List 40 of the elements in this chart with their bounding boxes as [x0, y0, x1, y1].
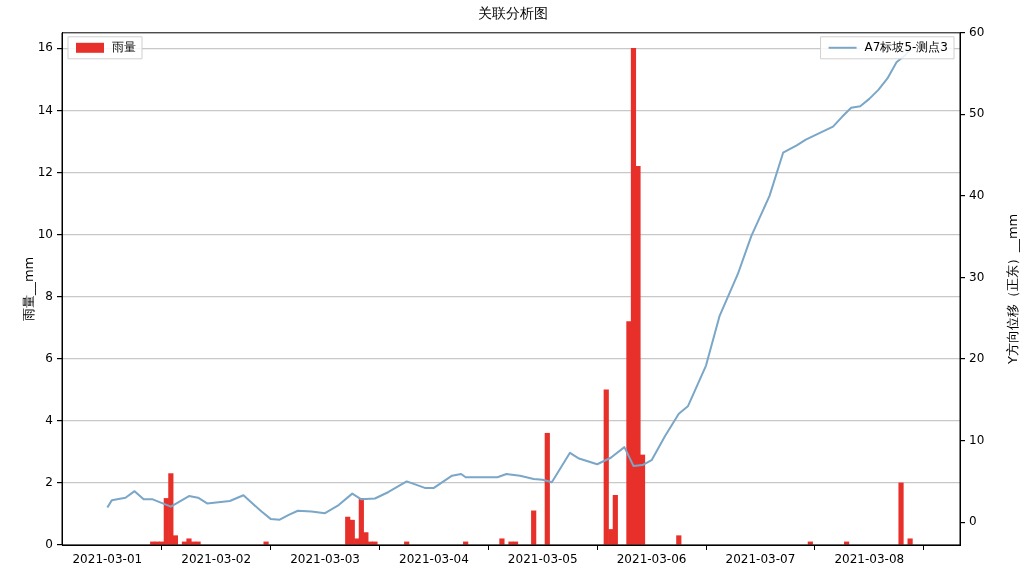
y2-tick-label: 40 — [969, 188, 985, 203]
y-axis-title: 雨量__mm — [21, 256, 37, 322]
x-tick-label: 2021-03-08 — [834, 552, 905, 567]
bar — [603, 389, 609, 545]
x-tick-label: 2021-03-07 — [725, 552, 796, 567]
y2-tick-label: 30 — [969, 269, 985, 284]
bar — [186, 538, 192, 545]
bar — [345, 516, 351, 545]
y2-tick-label: 0 — [969, 514, 977, 529]
bar — [907, 538, 913, 545]
y2-tick-label: 60 — [969, 24, 985, 39]
x-tick-label: 2021-03-01 — [72, 552, 143, 567]
x-tick-label: 2021-03-02 — [181, 552, 252, 567]
bar — [898, 482, 904, 545]
bar — [499, 538, 505, 545]
bar — [168, 473, 174, 545]
y2-axis-title: Y方向位移（正东）__mm — [1005, 213, 1021, 366]
x-tick-label: 2021-03-04 — [399, 552, 469, 567]
x-tick-label: 2021-03-05 — [507, 552, 578, 567]
y-tick-label: 10 — [37, 226, 53, 241]
legend-label: 雨量 — [112, 39, 136, 54]
y-tick-label: 6 — [45, 350, 53, 365]
x-tick-label: 2021-03-06 — [616, 552, 687, 567]
x-tick-label: 2021-03-03 — [290, 552, 360, 567]
y2-tick-label: 50 — [969, 106, 985, 121]
y-tick-label: 14 — [37, 102, 53, 117]
bar — [676, 535, 682, 545]
legend-label: A7标坡5-测点3 — [864, 39, 949, 54]
y-tick-label: 0 — [45, 537, 53, 552]
y-tick-label: 12 — [37, 164, 53, 179]
bar — [544, 432, 550, 545]
chart-title: 关联分析图 — [478, 5, 548, 22]
y2-tick-label: 20 — [969, 351, 985, 366]
y-tick-label: 16 — [37, 40, 53, 55]
bar — [531, 510, 537, 545]
bar — [612, 495, 618, 545]
y-tick-label: 2 — [45, 475, 53, 490]
y-tick-label: 4 — [45, 412, 53, 427]
y2-tick-label: 10 — [969, 432, 985, 447]
y-tick-label: 8 — [45, 288, 53, 303]
